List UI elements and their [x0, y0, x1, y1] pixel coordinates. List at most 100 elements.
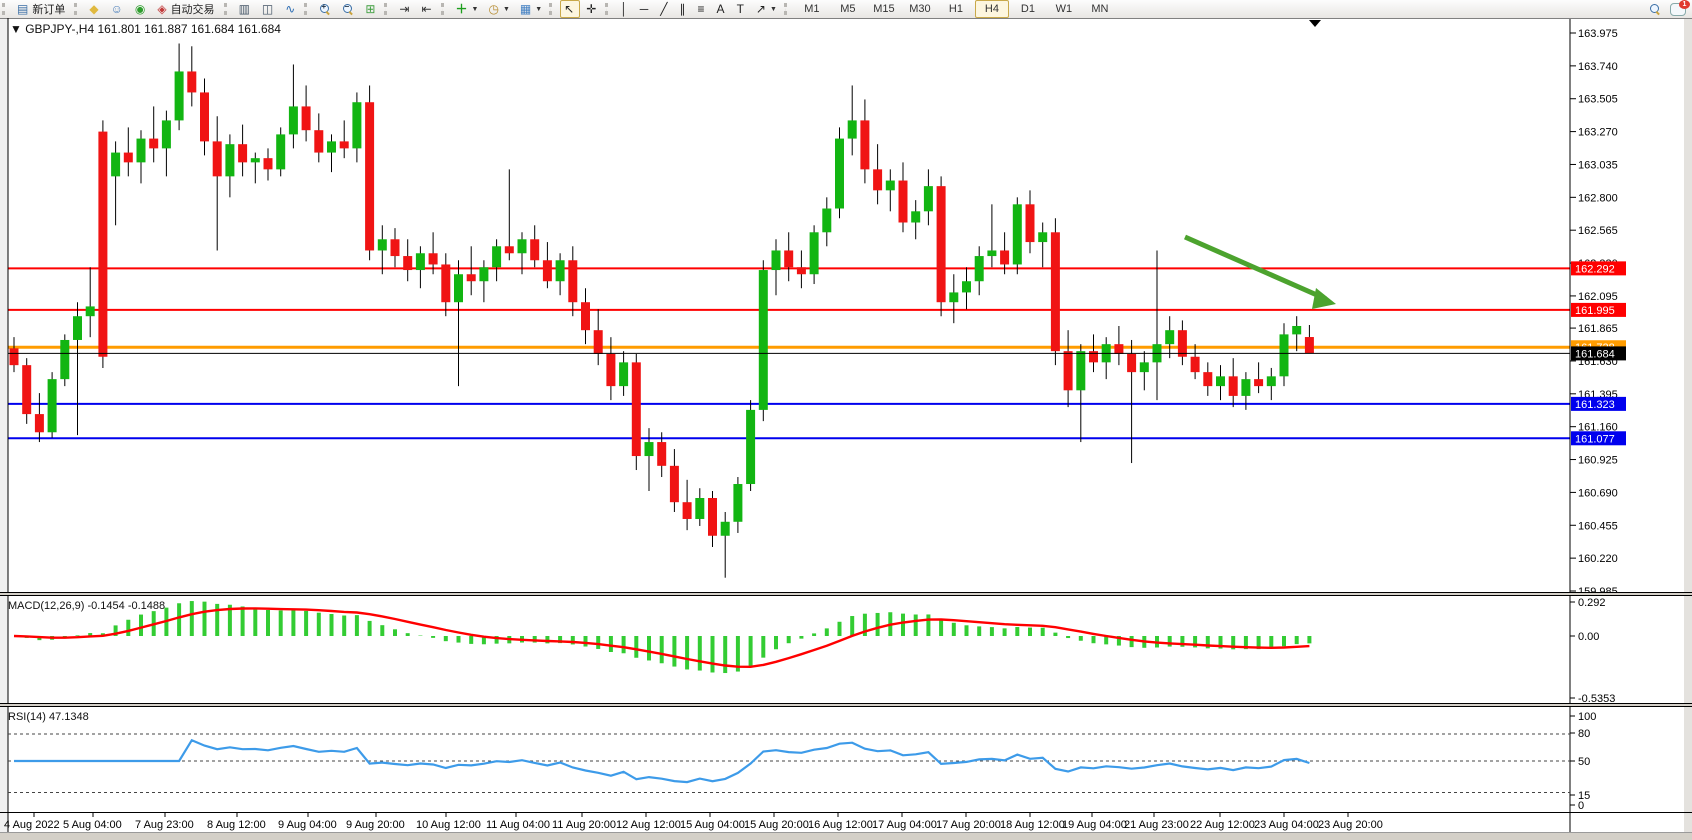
indicators-button[interactable]: ＋ ▼ [452, 0, 483, 18]
arrows-button[interactable]: ↗ ▼ [752, 0, 781, 18]
time-tick-label: 10 Aug 12:00 [416, 819, 481, 831]
vline-button[interactable]: │ [616, 0, 634, 18]
autotrade-button[interactable]: ◈ 自动交易 [153, 0, 220, 18]
candle [85, 306, 95, 317]
candle [1025, 204, 1035, 243]
timeframe-button-m15[interactable]: M15 [873, 3, 895, 15]
price-badge [1571, 346, 1626, 361]
periods-button[interactable]: ◷ ▼ [484, 0, 513, 18]
candle [581, 302, 590, 331]
candle [733, 484, 743, 522]
candle [187, 71, 197, 93]
timeframe-button-h4[interactable]: H4 [974, 0, 1009, 18]
timeframe-button-w1[interactable]: W1 [1055, 3, 1073, 15]
search-icon[interactable] [1650, 3, 1661, 15]
timeframe-button-m30[interactable]: M30 [909, 3, 931, 15]
time-tick-label: 22 Aug 12:00 [1190, 819, 1255, 831]
fibo-icon: ≡ [697, 2, 705, 16]
candle [352, 102, 362, 149]
autotrade-button-label: 自动交易 [170, 4, 215, 16]
candle [1254, 379, 1264, 387]
channel-button[interactable]: ∥ [676, 0, 692, 18]
candle [288, 106, 298, 135]
candle [682, 502, 692, 519]
new-order-button[interactable]: ▤ 新订单 [13, 0, 71, 18]
chart-shift-button[interactable]: ⇤ [417, 0, 437, 18]
candle [1114, 344, 1124, 354]
price-badge [1571, 431, 1626, 446]
zoom-out-button[interactable]: − [338, 0, 359, 18]
candle-chart-button[interactable]: ◫ [258, 0, 279, 18]
chart-area[interactable]: ▼ GBPJPY-,H4 161.801 161.887 161.684 161… [0, 18, 1692, 840]
label-icon: T [736, 2, 744, 16]
profile-button[interactable]: ☺ [107, 0, 129, 18]
hline-icon: ─ [639, 2, 649, 16]
candle [911, 211, 921, 223]
candle [479, 267, 489, 282]
candle [466, 274, 476, 282]
candle [1089, 351, 1098, 363]
line-chart-icon: ∿ [285, 2, 296, 16]
candle [111, 152, 121, 177]
candle [1038, 232, 1048, 243]
candle-chart-icon: ◫ [261, 2, 274, 16]
tile-windows-button[interactable]: ⊞ [361, 0, 381, 18]
panel-separator[interactable] [0, 704, 1692, 706]
time-tick-label: 15 Aug 04:00 [680, 819, 745, 831]
signal-button[interactable]: ◉ [131, 0, 151, 18]
candle [530, 239, 540, 261]
candle [1063, 351, 1073, 391]
candle [1139, 362, 1149, 373]
text-button[interactable]: A [713, 0, 731, 18]
panel-separator[interactable] [0, 593, 1692, 595]
line-chart-button[interactable]: ∿ [281, 0, 301, 18]
auto-scroll-button[interactable]: ⇥ [395, 0, 415, 18]
candle [606, 353, 616, 387]
time-tick-label: 4 Aug 2022 [4, 819, 60, 831]
styler-button[interactable]: ◆ [85, 0, 104, 18]
chart-svg[interactable]: ▼ GBPJPY-,H4 161.801 161.887 161.684 161… [0, 18, 1692, 840]
candle [428, 253, 438, 265]
trendline-icon: ╱ [660, 2, 668, 16]
auto-scroll-icon: ⇥ [399, 2, 410, 16]
price-badge-label: 162.292 [1575, 263, 1615, 275]
price-tick-label: 163.035 [1578, 159, 1618, 171]
candle [873, 169, 883, 191]
timeframe-button-d1[interactable]: D1 [1020, 3, 1035, 15]
candle [9, 348, 19, 366]
cursor-button[interactable]: ↖ [560, 0, 581, 18]
top-toolbar: ▤ 新订单 ◆ ☺ ◉ ◈ 自动交易 ▥ ◫ ∿ + − ⊞ ⇥ ⇤ ＋ ▼ ◷ ▼ ▦ ▼ ↖ ✛ │ ─ ╱ ∥ ≡ A T ↗ ▼ M1 M… [0, 0, 1692, 19]
candle [123, 152, 133, 163]
candle [949, 292, 959, 303]
candle [98, 131, 108, 357]
indicators-icon: ＋ [455, 2, 468, 16]
bar-chart-button[interactable]: ▥ [235, 0, 256, 18]
fibo-button[interactable]: ≡ [694, 0, 711, 18]
timeframe-button-h1[interactable]: H1 [948, 3, 963, 15]
chart-shift-marker[interactable] [1309, 20, 1321, 27]
trend-arrow[interactable] [1183, 234, 1328, 302]
toolbar-right: 1 [1649, 0, 1692, 16]
hline-button[interactable]: ─ [636, 0, 655, 18]
price-tick-label: 163.740 [1578, 61, 1618, 73]
crosshair-button[interactable]: ✛ [582, 0, 602, 18]
time-tick-label: 11 Aug 04:00 [486, 819, 550, 831]
candle [898, 180, 908, 223]
timeframe-button-mn[interactable]: MN [1091, 3, 1109, 15]
time-tick-label: 18 Aug 12:00 [1000, 819, 1065, 831]
trendline-button[interactable]: ╱ [656, 0, 673, 18]
candle [923, 186, 933, 212]
timeframe-button-m5[interactable]: M5 [840, 3, 856, 15]
candle [809, 232, 819, 275]
candle [657, 442, 667, 466]
price-tick-label: 160.455 [1578, 520, 1618, 532]
zoom-in-button[interactable]: + [315, 0, 336, 18]
templates-button[interactable]: ▦ ▼ [516, 0, 546, 18]
chat-icon[interactable]: 1 [1670, 0, 1690, 16]
macd-axis-label: 0.292 [1578, 597, 1606, 609]
label-button[interactable]: T [733, 0, 750, 18]
candle [403, 256, 413, 271]
arrows-icon: ↗ [755, 2, 766, 16]
time-tick-label: 15 Aug 20:00 [744, 819, 809, 831]
timeframe-button-m1[interactable]: M1 [804, 3, 820, 15]
